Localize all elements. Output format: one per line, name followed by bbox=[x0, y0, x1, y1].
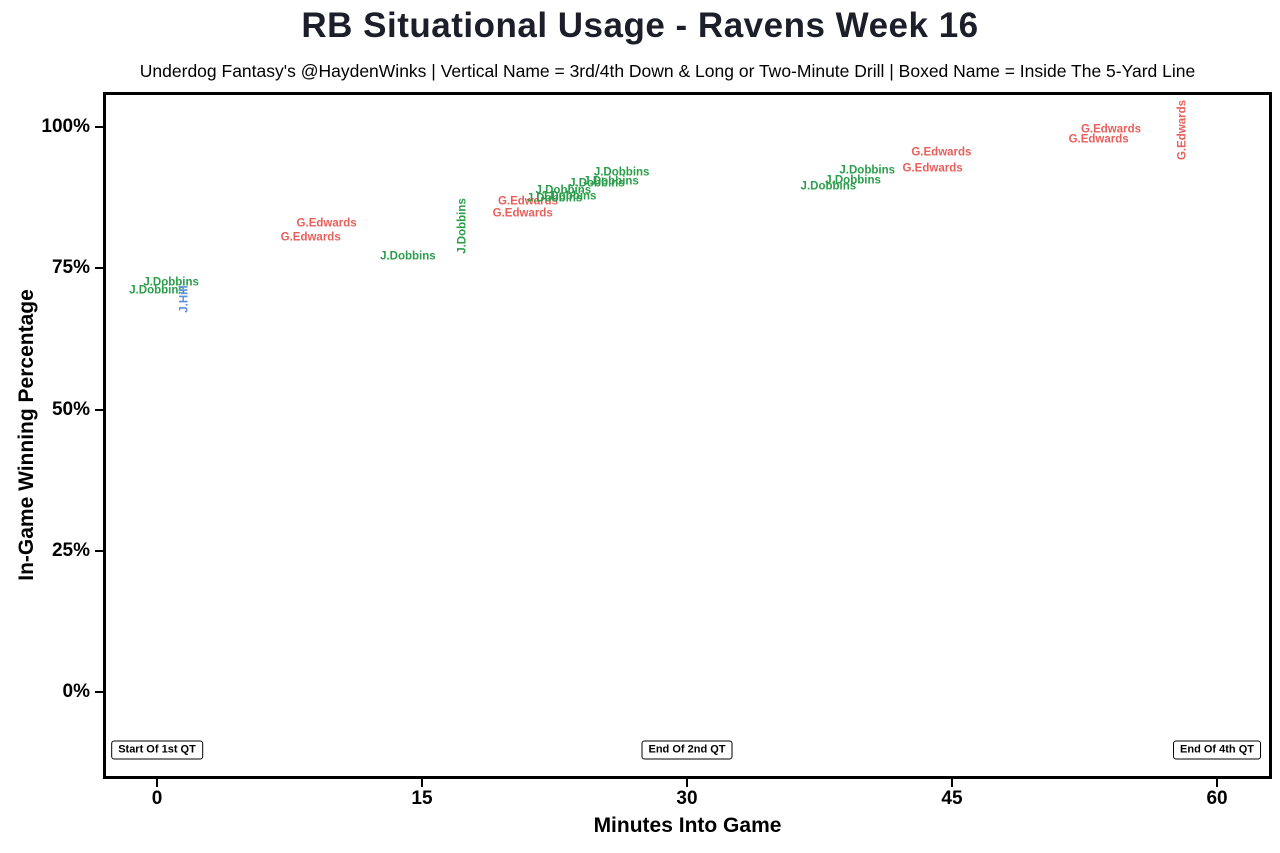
plot-area: J.Dobbins J.Dobbins J.Hill G.Edwards G.Edwar… bbox=[103, 92, 1272, 779]
data-point-label: G.Edwards bbox=[1176, 99, 1189, 160]
data-point-label: G.Edwards bbox=[902, 162, 963, 175]
data-point-label: G.Edwards bbox=[492, 207, 553, 220]
x-tick-label: 60 bbox=[1206, 788, 1228, 809]
data-point-label: J.Dobbins bbox=[583, 175, 639, 188]
data-point-label: G.Edwards bbox=[911, 146, 972, 159]
x-tick-label: 45 bbox=[941, 788, 963, 809]
y-tick-label: 25% bbox=[51, 539, 90, 561]
x-tick-mark bbox=[156, 779, 158, 787]
quarter-annotation: End Of 4th QT bbox=[1173, 740, 1261, 760]
x-tick-mark bbox=[1216, 779, 1219, 787]
y-tick-mark bbox=[95, 408, 103, 411]
data-point-label: G.Edwards bbox=[280, 231, 341, 244]
data-point-label: G.Edwards bbox=[497, 195, 559, 208]
data-point-label: G.Edwards bbox=[296, 217, 357, 230]
x-tick-mark bbox=[421, 779, 423, 787]
data-point-label: G.Edwards bbox=[1068, 133, 1129, 146]
data-point-label: J.Dobbins bbox=[129, 284, 185, 297]
y-tick-mark bbox=[95, 691, 103, 693]
x-tick-label: 0 bbox=[151, 788, 163, 809]
x-tick-label: 15 bbox=[411, 788, 433, 809]
y-tick-mark bbox=[95, 126, 103, 128]
data-point-label: J.Dobbins bbox=[455, 198, 468, 254]
y-axis-title: In-Game Winning Percentage bbox=[15, 289, 38, 581]
data-point-label: J.Hill bbox=[178, 285, 191, 314]
y-tick-label: 50% bbox=[51, 398, 90, 420]
data-point-label: G.Edwards bbox=[1080, 123, 1142, 136]
data-point-label: J.Dobbins bbox=[143, 276, 199, 289]
y-tick-mark bbox=[95, 267, 103, 270]
data-point-label: J.Dobbins bbox=[825, 173, 881, 186]
data-point-label: J.Dobbins bbox=[535, 184, 592, 197]
x-axis-title: Minutes Into Game bbox=[593, 814, 782, 837]
quarter-annotation: Start Of 1st QT bbox=[111, 740, 203, 760]
x-tick-label: 30 bbox=[676, 788, 698, 809]
data-point-label: J.Dobbins bbox=[593, 166, 650, 179]
x-tick-mark bbox=[686, 779, 688, 787]
chart-title: RB Situational Usage - Ravens Week 16 bbox=[301, 6, 979, 45]
data-point-label: J.Dobbins bbox=[569, 176, 625, 189]
data-point-label: J.Dobbins bbox=[540, 190, 597, 203]
data-point-label: J.Dobbins bbox=[380, 250, 436, 263]
quarter-annotation: End Of 2nd QT bbox=[641, 740, 733, 760]
chart-subtitle: Underdog Fantasy's @HaydenWinks | Vertic… bbox=[139, 61, 1196, 81]
data-point-label: J.Dobbins bbox=[526, 192, 583, 205]
data-point-label: J.Dobbins bbox=[839, 163, 895, 176]
x-tick-mark bbox=[951, 779, 953, 787]
data-point-label: J.Dobbins bbox=[800, 180, 857, 193]
y-tick-mark bbox=[95, 549, 103, 552]
y-tick-label: 75% bbox=[51, 257, 90, 279]
y-tick-label: 100% bbox=[41, 116, 90, 137]
y-tick-label: 0% bbox=[62, 681, 90, 702]
